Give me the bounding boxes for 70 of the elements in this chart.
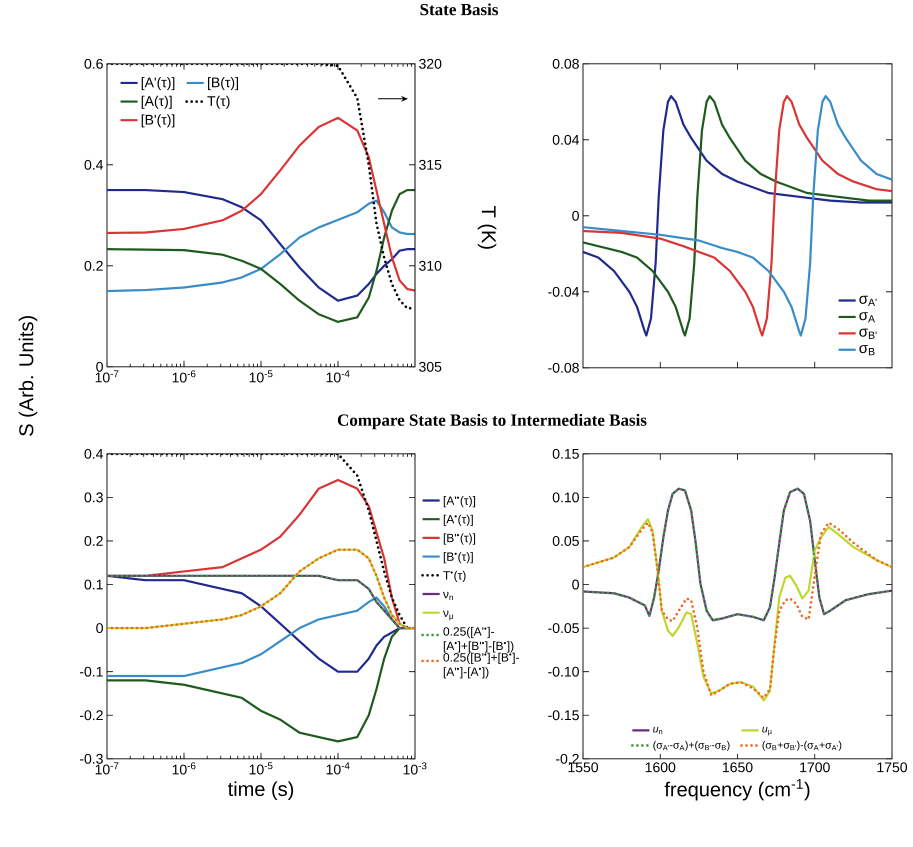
y2-tick-label: 305 — [419, 362, 442, 372]
legend-label: u$_{n}$ — [653, 726, 662, 734]
x-tick-label: 1750 — [878, 762, 908, 772]
y-tick-label: 0 — [96, 623, 103, 634]
legend-label: ν$_{n}$ — [442, 592, 453, 600]
text: 0.25([B'$^{•}$]+[B$^{•}$]-[A'$^{•}$]-[A$^{•}$]) — [443, 652, 520, 678]
legend-label: ν$_{μ}$ — [442, 610, 453, 620]
y-tick-label: 0.05 — [552, 536, 579, 546]
y-tick-label: 0.15 — [552, 448, 579, 459]
y-tick-label: 0.4 — [84, 160, 104, 170]
y-tick-label: 0.4 — [84, 448, 104, 459]
legend-label: [B'(τ)] — [142, 114, 174, 128]
y-tick-label: 0.2 — [84, 260, 103, 271]
text: (σ$_{A'}$-σ$_{A}$)+(σ$_{B'}$-σ$_{B}$) — [653, 741, 730, 751]
legend-label: [A(τ)] — [142, 96, 172, 109]
y-tick-label: 0 — [572, 580, 579, 590]
y-tick-label: -0.3 — [80, 754, 103, 764]
x-tick-label: 1700 — [800, 762, 830, 772]
legend-label: σ$_{A'}$ — [859, 296, 877, 306]
y2-tick-label: 320 — [419, 58, 442, 69]
y-tick-label: 0.08 — [552, 58, 579, 69]
y-tick-label: 0.3 — [84, 492, 103, 502]
x-tick-label: 1550 — [568, 762, 598, 772]
y-tick-label: -0.08 — [548, 362, 579, 373]
x-axis-title: frequency (cm$^{-1}$) — [664, 779, 810, 801]
y-tick-label: 0.2 — [84, 536, 103, 546]
line-series — [583, 95, 892, 337]
text: 0.25([A'$^{•}$]-[A$^{•}$]+[B'$^{•}$]-[B$^{•}$]) — [443, 627, 514, 653]
x-tick-label: 10$^{-4}$ — [326, 370, 350, 383]
y-tick-label: 0.6 — [84, 58, 103, 69]
y-axis-title: S (Arb. Units) — [18, 316, 38, 436]
legend-label: T(τ) — [207, 96, 230, 109]
x-tick-label: 10$^{-3}$ — [404, 762, 426, 775]
y2-tick-label: 310 — [419, 260, 442, 271]
legend-label: σ$_{B'}$ — [859, 328, 877, 339]
y-tick-label: 0.04 — [552, 134, 580, 145]
y-tick-label: 0 — [572, 210, 579, 221]
legend-label: [B$^{•}$(τ)] — [444, 552, 473, 564]
x-tick-label: 10$^{-6}$ — [172, 370, 196, 383]
y-tick-label: -0.1 — [80, 666, 103, 677]
x-tick-label: 10$^{-5}$ — [250, 762, 272, 775]
legend-label: [B'$^{•}$(τ)] — [444, 534, 476, 545]
text: Compare State Basis to Intermediate Basis — [338, 414, 647, 430]
y-tick-label: -0.04 — [548, 286, 580, 297]
y2-tick-label: 315 — [419, 160, 442, 170]
legend-label: σ$_{B}$ — [859, 345, 874, 356]
x-tick-label: 1600 — [646, 762, 676, 772]
legend-label: [A$^{•}$(τ)] — [444, 514, 473, 526]
text: State Basis — [420, 3, 498, 16]
x-tick-label: 10$^{-6}$ — [172, 762, 196, 775]
x-tick-label: 10$^{-4}$ — [326, 762, 350, 775]
x-tick-label: 10$^{-5}$ — [250, 370, 272, 383]
legend-label: σ$_{A}$ — [859, 312, 876, 322]
legend-label: [A'$^{•}$(τ)] — [444, 496, 476, 508]
y-tick-label: -0.2 — [80, 710, 103, 720]
y-tick-label: 0.10 — [552, 492, 579, 502]
y-tick-label: 0.1 — [84, 580, 103, 590]
legend-label: T$^{•}$(τ) — [443, 570, 466, 582]
legend-label: u$_{μ}$ — [762, 726, 772, 736]
y2-axis-title: T (K) — [478, 206, 496, 249]
text: (σ$_{B}$+σ$_{B'}$)-(σ$_{A}$+σ$_{A'}$) — [762, 741, 842, 751]
x-axis-title: time (s) — [228, 782, 294, 800]
y-tick-label: -0.15 — [548, 710, 579, 720]
x-tick-label: 1650 — [723, 762, 753, 772]
legend-label: [B(τ)] — [208, 77, 238, 90]
y-tick-label: -0.05 — [548, 623, 579, 634]
y-tick-label: -0.2 — [556, 754, 579, 764]
y-tick-label: -0.10 — [548, 666, 579, 677]
legend-label: [A'(τ)] — [142, 77, 174, 90]
y-tick-label: 0 — [96, 362, 103, 372]
